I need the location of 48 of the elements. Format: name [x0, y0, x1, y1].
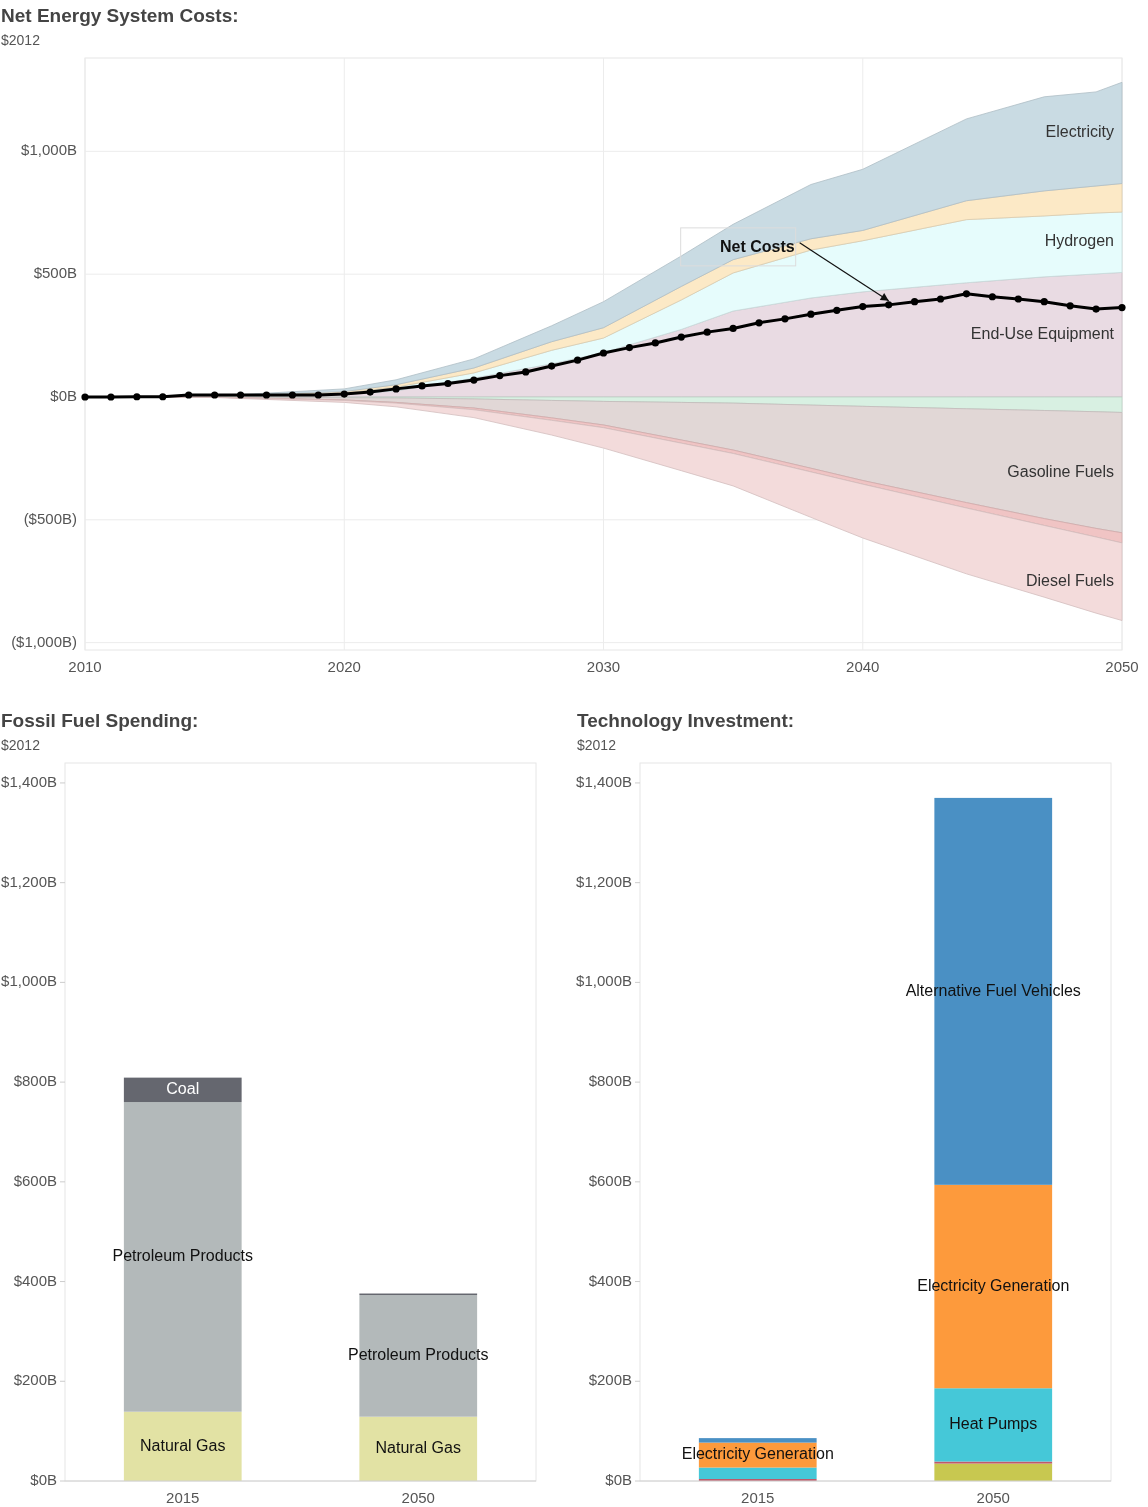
y-tick-label: $0B [50, 386, 77, 404]
x-tick-label: 2020 [327, 658, 361, 675]
y-tick-label: $800B [588, 1072, 632, 1090]
x-tick-label: 2050 [1105, 658, 1139, 675]
y-tick-label: $0B [30, 1470, 57, 1488]
x-tick-label: 2050 [401, 1489, 435, 1506]
y-tick-label: $1,200B [576, 872, 632, 890]
x-tick-label: 2015 [166, 1489, 200, 1506]
text: Petroleum Products [347, 1346, 489, 1364]
y-tick-label: $800B [13, 1072, 57, 1090]
series-label: Diesel Fuels [1025, 571, 1114, 589]
y-tick-label: $400B [13, 1271, 57, 1289]
y-tick-label: $1,000B [576, 972, 632, 990]
y-tick-label: $0B [605, 1470, 632, 1488]
series-label: Coal [166, 1080, 200, 1098]
y-tick-label: $1,000B [1, 972, 57, 990]
series-label: Natural Gas [140, 1436, 226, 1454]
chart-title: Technology Investment: [577, 710, 795, 731]
chart-subtitle: $2012 [1, 32, 41, 48]
chart-title: Net Energy System Costs: [1, 5, 239, 26]
x-tick-label: 2040 [846, 658, 880, 675]
x-tick-label: 2010 [68, 658, 102, 675]
series-label: Electricity [1045, 123, 1114, 141]
y-tick-label: ($500B) [23, 509, 77, 527]
y-tick-label: $500B [33, 264, 77, 282]
chart-title: Fossil Fuel Spending: [1, 710, 199, 731]
y-tick-label: $400B [588, 1271, 632, 1289]
chart-subtitle: $2012 [577, 737, 617, 753]
x-tick-label: 2050 [976, 1489, 1010, 1506]
text: Net Costs [719, 238, 795, 256]
series-label: Hydrogen [1044, 232, 1114, 250]
text: Natural Gas [375, 1439, 461, 1457]
series-label: End-Use Equipment [970, 324, 1115, 342]
y-tick-label: $600B [13, 1171, 57, 1189]
series-label: Gasoline Fuels [1007, 462, 1114, 480]
y-tick-label: $200B [13, 1371, 57, 1389]
y-tick-label: $600B [588, 1171, 632, 1189]
y-tick-label: $200B [588, 1371, 632, 1389]
y-tick-label: ($1,000B) [11, 632, 77, 650]
chart-subtitle: $2012 [1, 737, 41, 753]
x-tick-label: 2015 [741, 1489, 775, 1506]
series-label: Petroleum Products [112, 1247, 254, 1265]
y-tick-label: $1,000B [21, 141, 77, 159]
x-tick-label: 2030 [586, 658, 621, 675]
series-label: Heat Pumps [949, 1415, 1038, 1433]
y-tick-label: $1,400B [576, 772, 632, 790]
y-tick-label: $1,200B [1, 872, 57, 890]
y-tick-label: $1,400B [1, 772, 57, 790]
